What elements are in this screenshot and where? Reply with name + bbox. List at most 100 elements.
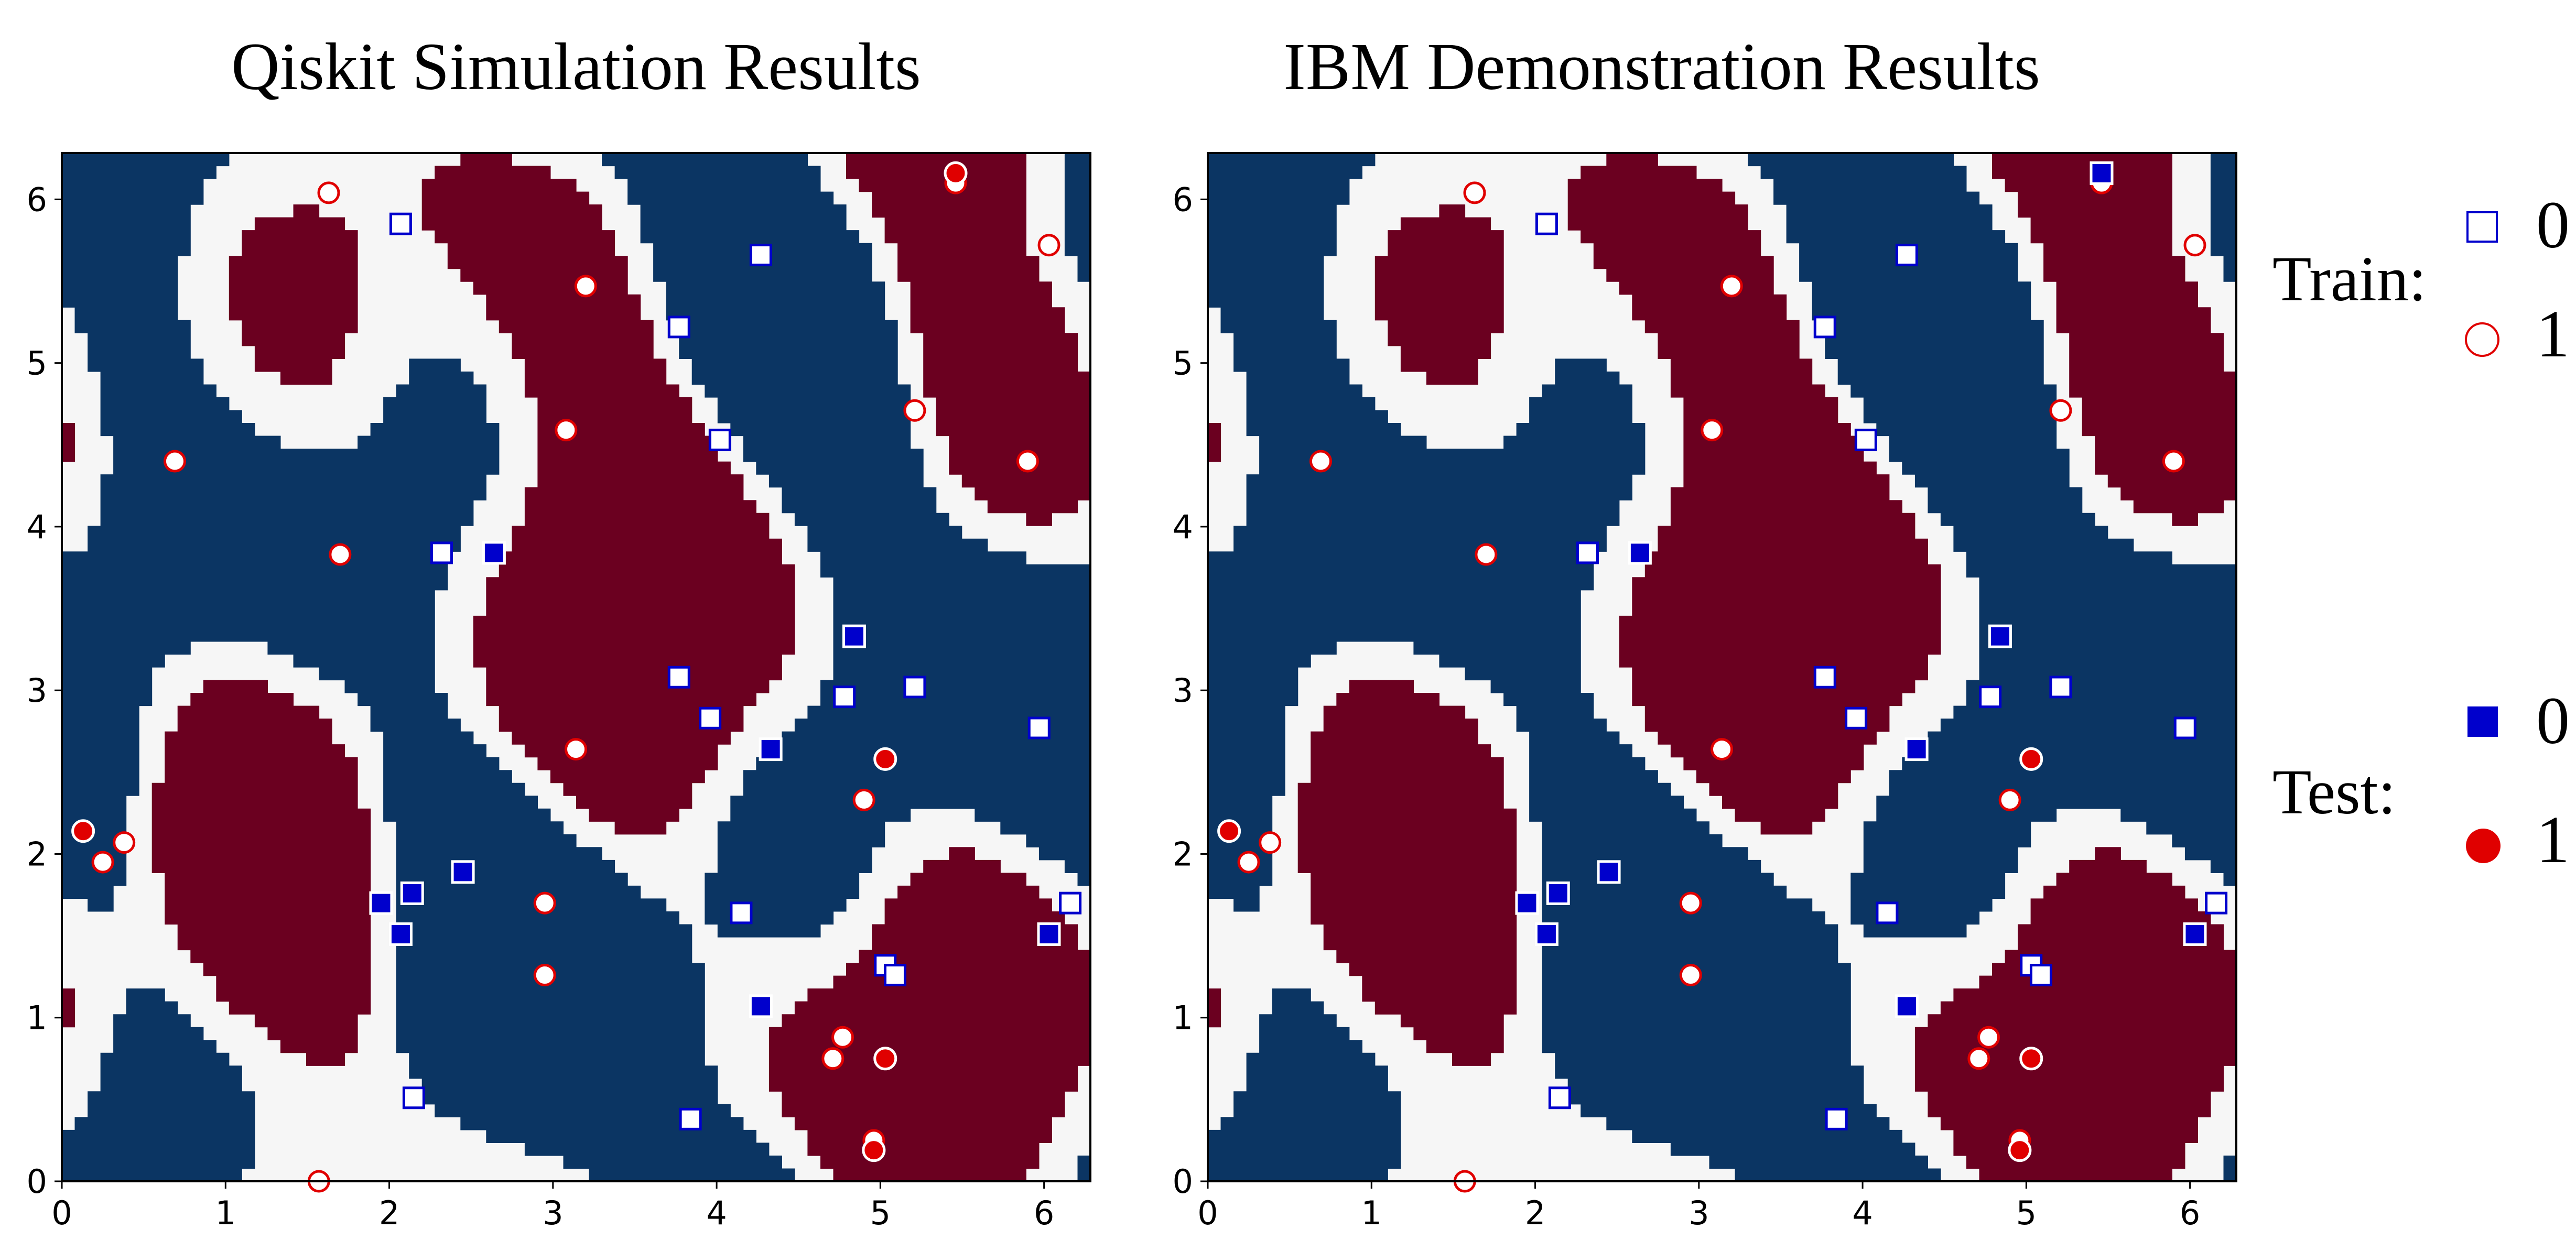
legend-test-0-marker xyxy=(2467,706,2498,737)
y-tick-label: 5 xyxy=(1173,344,1193,383)
train-0-point xyxy=(1813,316,1836,339)
train-0-point xyxy=(1548,1086,1571,1109)
train-1-point xyxy=(565,738,588,761)
test-1-point xyxy=(2019,747,2043,771)
test-1-point xyxy=(2019,1047,2043,1071)
train-0-point xyxy=(749,244,772,267)
test-0-point xyxy=(1628,541,1652,565)
train-1-point xyxy=(1967,1047,1990,1070)
train-0-point xyxy=(1813,666,1836,689)
plot-frame-qiskit xyxy=(61,152,1091,1182)
train-1-point xyxy=(1259,831,1282,854)
train-0-point xyxy=(402,1086,425,1109)
region-class-0 xyxy=(62,153,1090,1181)
train-1-point xyxy=(1475,543,1498,566)
x-tick-label: 1 xyxy=(1361,1194,1382,1232)
x-tick-label: 6 xyxy=(2180,1194,2200,1232)
train-0-point xyxy=(667,316,690,339)
legend-train-label: Train: xyxy=(2272,244,2427,314)
train-1-point xyxy=(1720,275,1743,298)
test-0-point xyxy=(1597,860,1621,884)
x-tick-label: 0 xyxy=(1197,1194,1218,1232)
y-tick-label: 4 xyxy=(27,508,47,546)
train-0-point xyxy=(1059,891,1082,915)
train-1-point xyxy=(2183,234,2206,257)
test-0-point xyxy=(1895,994,1919,1018)
test-0-point xyxy=(842,624,866,648)
y-axis-qiskit: 0 1 2 3 4 5 6 xyxy=(27,180,62,1201)
test-0-point xyxy=(1546,881,1570,905)
test-0-point xyxy=(451,860,475,884)
y-tick-label: 1 xyxy=(1173,999,1193,1037)
train-1-point xyxy=(1701,419,1724,442)
train-1-point xyxy=(2162,450,2185,473)
y-tick-label: 0 xyxy=(1173,1162,1193,1201)
subplot-qiskit: Qiskit Simulation Results 0 1 2 3 4 5 6 0 1 2 3 4 5… xyxy=(27,29,1091,1232)
decision-regions-ibm xyxy=(1208,153,2236,1181)
train-0-point xyxy=(1576,541,1599,564)
train-1-point xyxy=(831,1026,854,1049)
y-tick-label: 4 xyxy=(1173,508,1193,546)
legend-test-0-label: 0 xyxy=(2536,683,2570,758)
train-0-point xyxy=(883,964,906,987)
train-0-point xyxy=(430,541,453,564)
train-1-point xyxy=(574,275,597,298)
y-tick-label: 2 xyxy=(27,835,47,873)
region-class-1 xyxy=(62,153,1090,1181)
x-tick-label: 2 xyxy=(1525,1194,1545,1232)
train-1-point xyxy=(1679,964,1702,987)
train-1-point xyxy=(1679,891,1702,915)
train-1-point xyxy=(1016,450,1039,473)
train-1-point xyxy=(1711,738,1734,761)
legend-train-1-marker xyxy=(2465,322,2499,357)
x-tick-label: 3 xyxy=(1689,1194,1709,1232)
plot-frame-ibm xyxy=(1207,152,2237,1182)
x-tick-label: 2 xyxy=(379,1194,399,1232)
train-1-point xyxy=(163,450,186,473)
test-0-point xyxy=(759,737,783,762)
train-1-point xyxy=(113,831,136,854)
train-0-point xyxy=(1535,212,1558,235)
x-tick-label: 4 xyxy=(1852,1194,1873,1232)
test-0-point xyxy=(1988,624,2012,648)
legend-train-0-label: 0 xyxy=(2536,188,2570,262)
train-1-point xyxy=(2049,399,2072,422)
train-0-point xyxy=(679,1107,702,1130)
x-tick-label: 3 xyxy=(543,1194,563,1232)
x-axis-qiskit: 0 1 2 3 4 5 6 xyxy=(51,1181,1054,1232)
test-0-point xyxy=(2183,922,2207,946)
x-axis-ibm: 0 1 2 3 4 5 6 xyxy=(1197,1181,2200,1232)
train-1-point xyxy=(1998,788,2021,811)
train-1-point xyxy=(1037,234,1060,257)
legend-test-label: Test: xyxy=(2272,757,2396,828)
test-0-point xyxy=(400,881,424,905)
train-0-point xyxy=(1854,428,1877,451)
test-1-point xyxy=(1217,819,1241,843)
train-1-point xyxy=(1463,181,1486,204)
x-tick-label: 5 xyxy=(870,1194,891,1232)
train-0-point xyxy=(667,666,690,689)
train-0-point xyxy=(1845,706,1868,730)
test-1-point xyxy=(873,1047,897,1071)
legend-test-1-label: 1 xyxy=(2536,802,2570,877)
x-tick-label: 5 xyxy=(2016,1194,2037,1232)
test-0-point xyxy=(1534,922,1558,946)
y-tick-label: 1 xyxy=(27,999,47,1037)
points-ibm xyxy=(1217,161,2228,1193)
train-1-point xyxy=(533,964,556,987)
x-tick-label: 0 xyxy=(51,1194,72,1232)
chart-title-ibm: IBM Demonstration Results xyxy=(1283,29,2040,104)
train-0-point xyxy=(2173,716,2196,739)
train-0-point xyxy=(1825,1107,1848,1130)
train-1-point xyxy=(903,399,926,422)
train-0-point xyxy=(699,706,722,730)
y-tick-label: 0 xyxy=(27,1162,47,1201)
test-0-point xyxy=(1037,922,1061,946)
train-1-point xyxy=(1977,1026,2000,1049)
test-1-point xyxy=(2008,1138,2032,1162)
test-0-point xyxy=(749,994,773,1018)
train-0-point xyxy=(1895,244,1918,267)
train-0-point xyxy=(389,212,412,235)
train-0-point xyxy=(903,676,926,699)
train-1-point xyxy=(852,788,875,811)
